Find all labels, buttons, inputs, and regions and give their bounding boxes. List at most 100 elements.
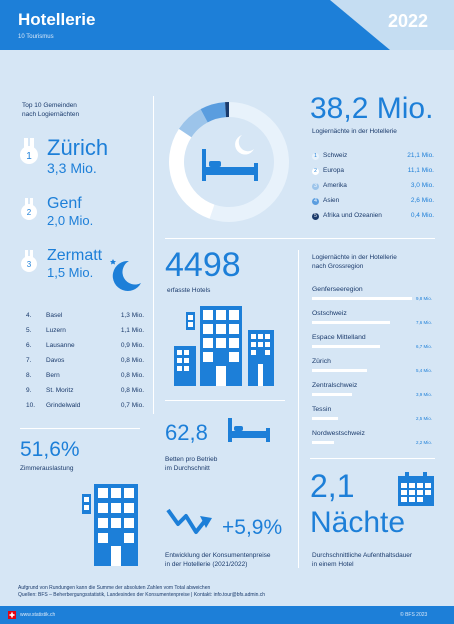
legend-marker: 3 [312, 183, 319, 190]
rank-row: 9. St. Moritz 0,8 Mio. [26, 387, 144, 401]
legend-marker: 4 [312, 198, 319, 205]
stay-label-line1: Durchschnittliche Aufenthaltsdauer [312, 552, 413, 559]
rank-value: 0,8 Mio. [120, 387, 144, 394]
header-accent [330, 0, 390, 50]
hotel-building-icon [82, 484, 138, 566]
legend-item: 2 Europa 11,1 Mio. [312, 167, 434, 181]
top10-heading-line1: Top 10 Gemeinden [22, 102, 77, 109]
legend-label: Europa [323, 167, 344, 174]
rank-number: 4. [26, 312, 32, 319]
beds-label-line2: im Durchschnitt [165, 465, 210, 472]
regions-heading: Logiernächte in der Hotellerie nach Gros… [312, 253, 397, 271]
legend-label: Schweiz [323, 152, 348, 159]
region-label: Nordwestschweiz [312, 430, 365, 437]
top10-heading: Top 10 Gemeinden nach Logiernächten [22, 101, 79, 119]
rank-row: 6. Lausanne 0,9 Mio. [26, 342, 144, 356]
legend-marker: 5 [312, 213, 319, 220]
region-bar [312, 297, 412, 300]
swiss-flag-icon [8, 611, 16, 619]
bed-icon [228, 418, 270, 442]
donut-slice [209, 102, 289, 222]
rank-value: 0,8 Mio. [120, 372, 144, 379]
price-value: +5,9% [222, 516, 283, 539]
donut-slice [200, 102, 227, 123]
medal-2-icon: 2 [21, 198, 37, 220]
rank-city: Davos [46, 357, 65, 364]
rank-city: Luzern [46, 327, 66, 334]
rank-1-value: 3,3 Mio. [47, 160, 97, 176]
rank-3-name: Zermatt [47, 247, 103, 264]
footnote-rounding: Aufgrund von Rundungen kann die Summe de… [18, 585, 211, 591]
rank-number: 10. [26, 402, 36, 409]
rank-number: 8. [26, 372, 32, 379]
calendar-icon [398, 472, 434, 506]
legend-item: 1 Schweiz 21,1 Mio. [312, 152, 434, 166]
hotels-value: 4498 [165, 246, 241, 284]
beds-value: 62,8 [165, 420, 208, 445]
divider [165, 400, 285, 401]
rank-number: 9. [26, 387, 32, 394]
beds-label-line1: Betten pro Betrieb [165, 456, 218, 463]
region-bar [312, 393, 352, 396]
rank-row: 5. Luzern 1,1 Mio. [26, 327, 144, 341]
region-bar [312, 441, 335, 444]
hotels-buildings-icon [174, 306, 274, 386]
rank-row: 4. Basel 1,3 Mio. [26, 312, 144, 326]
nights-total: 38,2 Mio. [310, 92, 434, 125]
donut-slice [178, 109, 208, 138]
region-label: Ostschweiz [312, 310, 347, 317]
occupancy-label: Zimmerauslastung [20, 465, 74, 472]
moon-icon [110, 259, 141, 291]
region-bar [312, 369, 368, 372]
svg-text:2: 2 [27, 208, 32, 217]
rank-city: Basel [46, 312, 63, 319]
divider [153, 96, 154, 414]
rank-row: 7. Davos 0,8 Mio. [26, 357, 144, 371]
stay-label: Durchschnittliche Aufenthaltsdauer in ei… [312, 551, 412, 569]
region-bar [312, 417, 338, 420]
rank-number: 5. [26, 327, 32, 334]
region-label: Genferseeregion [312, 286, 363, 293]
legend-value: 3,0 Mio. [410, 182, 434, 189]
divider [165, 238, 435, 239]
rank-value: 0,7 Mio. [120, 402, 144, 409]
nights-donut-chart [168, 102, 289, 222]
footer-copyright: © BFS 2023 [400, 612, 428, 618]
divider [20, 428, 140, 429]
nights-label: Logiernächte in der Hotellerie [312, 128, 397, 135]
footer-bar [0, 606, 454, 624]
rank-row: 8. Bern 0,8 Mio. [26, 372, 144, 386]
region-bar [312, 321, 390, 324]
region-bar [312, 345, 381, 348]
rank-number: 7. [26, 357, 32, 364]
legend-label: Afrika und Ozeanien [323, 212, 382, 219]
stay-label-line2: in einem Hotel [312, 561, 354, 568]
region-value: 9,8 Mio. [415, 296, 432, 301]
footer-site-link[interactable]: www.statistik.ch [20, 612, 56, 618]
rank-2-value: 2,0 Mio. [47, 213, 94, 228]
region-value: 2,2 Mio. [415, 440, 432, 445]
rank-value: 1,3 Mio. [120, 312, 144, 319]
bed-moon-icon [202, 135, 258, 181]
rank-city: Grindelwald [46, 402, 81, 409]
region-label: Espace Mittelland [312, 334, 366, 341]
rank-row: 10. Grindelwald 0,7 Mio. [26, 402, 144, 416]
price-label-line1: Entwicklung der Konsumentenpreise [165, 552, 271, 559]
hotels-label: erfasste Hotels [167, 287, 211, 294]
page-year: 2022 [388, 11, 429, 31]
region-value: 6,7 Mio. [415, 344, 432, 349]
price-label-line2: in der Hotellerie (2021/2022) [165, 561, 248, 568]
beds-label: Betten pro Betrieb im Durchschnitt [165, 455, 217, 473]
rank-2-name: Genf [47, 195, 82, 212]
page-subtitle: 10 Tourismus [18, 34, 54, 40]
region-value: 3,9 Mio. [415, 392, 432, 397]
medal-3-icon: 3 [21, 250, 37, 272]
page-title: Hotellerie [18, 10, 96, 29]
legend-value: 0,4 Mio. [410, 212, 434, 219]
rank-city: Bern [46, 372, 60, 379]
rank-value: 1,1 Mio. [120, 327, 144, 334]
legend-label: Amerika [323, 182, 347, 189]
rank-value: 0,9 Mio. [120, 342, 144, 349]
legend-item: 4 Asien 2,6 Mio. [312, 197, 434, 211]
legend-marker: 1 [312, 153, 319, 160]
